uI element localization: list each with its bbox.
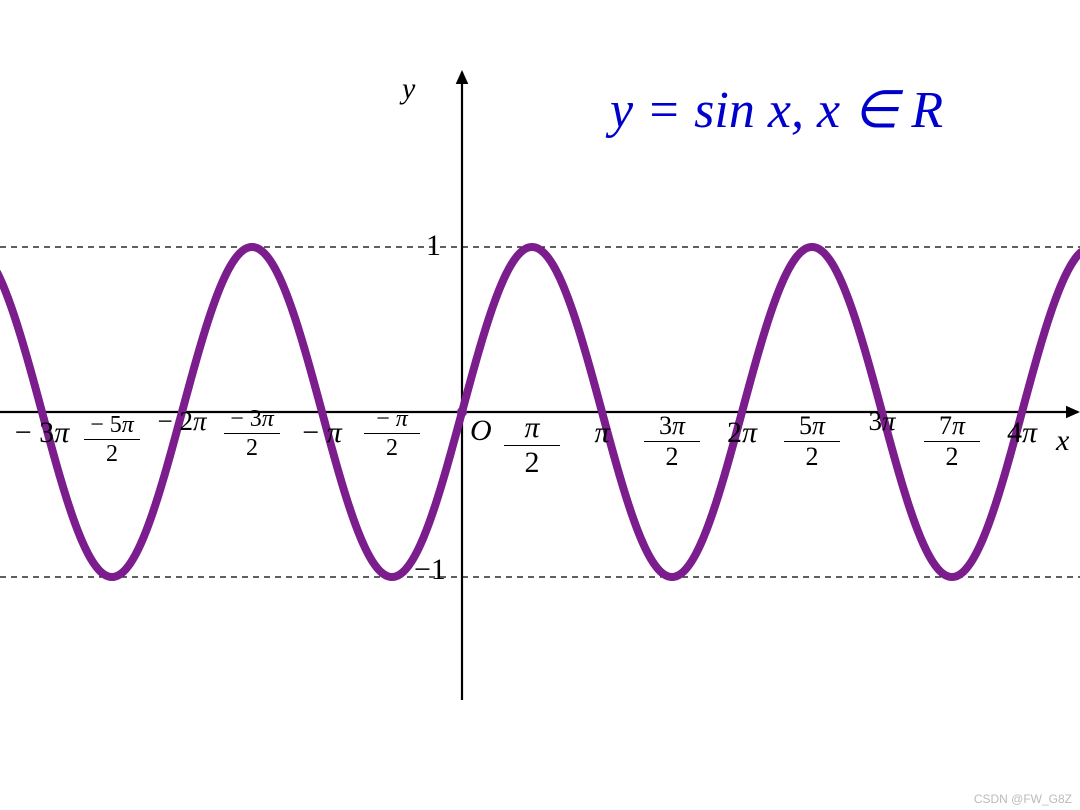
- x-tick: − 3π2: [224, 407, 280, 460]
- x-tick: 3π2: [644, 413, 700, 470]
- y-tick-neg1: −1: [414, 555, 446, 585]
- y-tick-1: 1: [426, 231, 441, 261]
- x-tick: − π: [282, 418, 362, 448]
- x-tick: 2π: [702, 418, 782, 448]
- x-tick: 5π2: [784, 413, 840, 470]
- x-tick: − 2π: [142, 408, 222, 435]
- x-tick: − 3π: [2, 418, 82, 448]
- watermark: CSDN @FW_G8Z: [974, 792, 1072, 806]
- x-tick: − π2: [364, 407, 420, 460]
- x-tick: π2: [504, 413, 560, 478]
- y-axis-label: y: [402, 72, 415, 106]
- x-tick: π: [562, 418, 642, 448]
- x-tick: 4π: [982, 418, 1062, 448]
- x-tick: 7π2: [924, 413, 980, 470]
- x-tick: 3π: [842, 408, 922, 435]
- x-tick: − 5π2: [84, 413, 140, 466]
- equation-label: y = sin x, x ∈ R: [610, 80, 943, 140]
- origin-label: O: [470, 414, 492, 448]
